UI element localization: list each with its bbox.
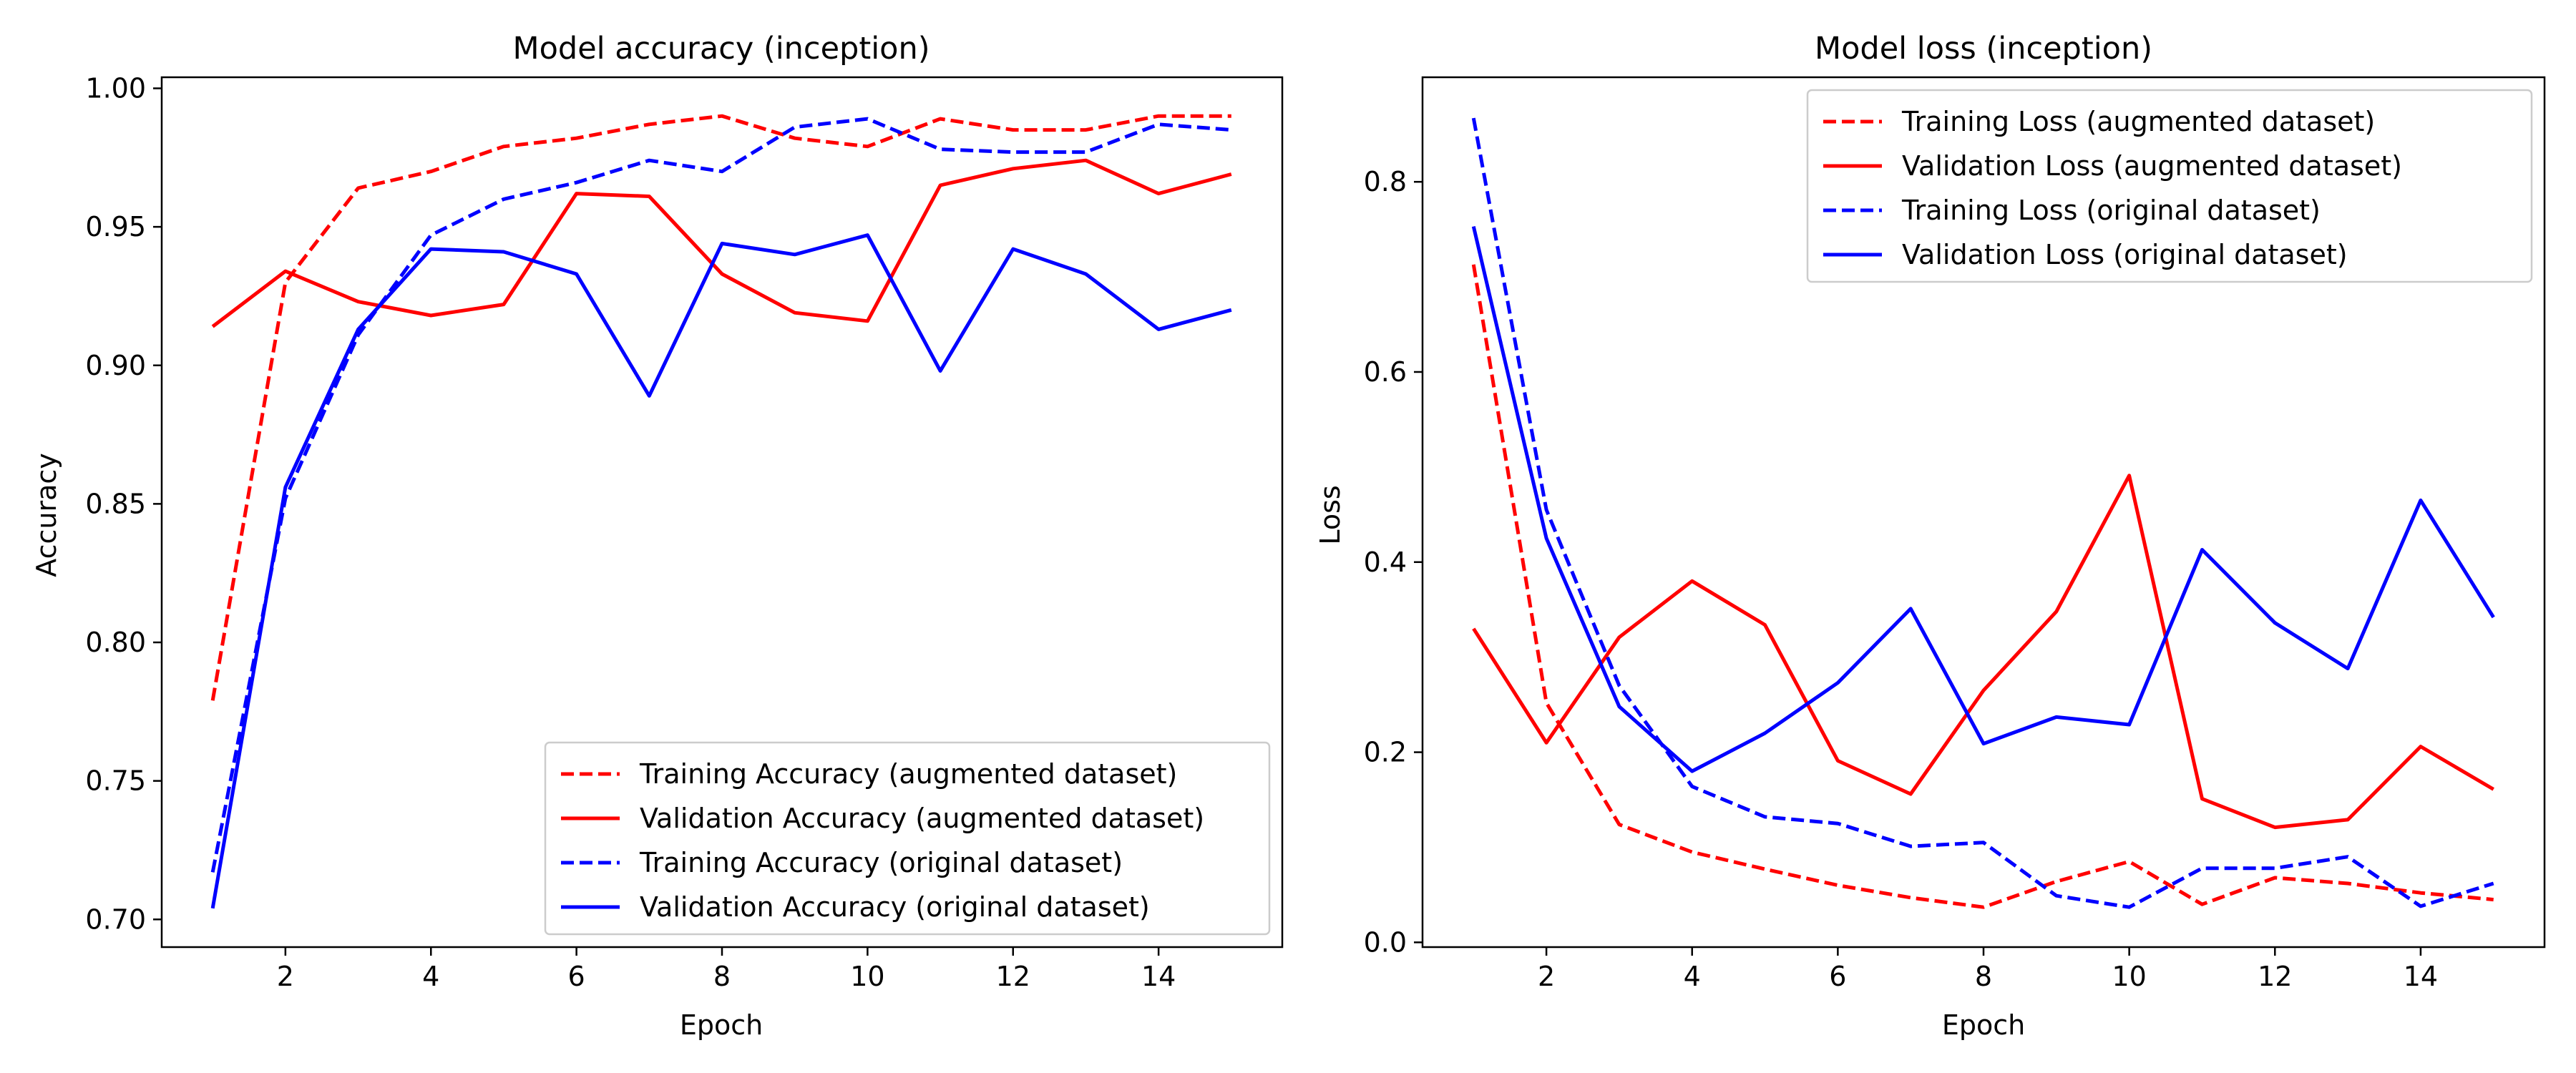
loss-series-group (1471, 117, 2495, 909)
accuracy-x-tick-label: 12 (996, 961, 1030, 992)
accuracy-series-line-3 (210, 233, 1232, 909)
accuracy-legend: Training Accuracy (augmented dataset) Val… (544, 741, 1271, 936)
loss-y-tick-label: 0.4 (1364, 547, 1407, 578)
loss-legend-label-2: Training Loss (original dataset) (1901, 195, 2321, 226)
loss-y-tick-label: 0.0 (1364, 926, 1407, 958)
loss-chart: Model loss (inception) Epoch Loss 2 4 6 8 10… (1314, 31, 2546, 1041)
accuracy-legend-box (544, 741, 1271, 936)
accuracy-legend-label-0: Training Accuracy (augmented dataset) (639, 758, 1177, 790)
accuracy-y-axis-label: Accuracy (31, 453, 62, 577)
accuracy-legend-label-2: Training Accuracy (original dataset) (639, 847, 1123, 878)
accuracy-x-tick-label: 14 (1141, 961, 1176, 992)
accuracy-plot-area: 2 4 6 8 10 12 14 0.70 0.75 0.80 0.85 0.90 0.95 1.00 Tr… (85, 72, 1284, 992)
loss-legend-label-1: Validation Loss (augmented dataset) (1902, 150, 2402, 182)
accuracy-series-group (210, 114, 1232, 909)
loss-series-line-3 (1471, 226, 2495, 773)
accuracy-y-tick-label: 0.90 (85, 350, 146, 381)
loss-y-axis-label: Loss (1314, 485, 1346, 544)
loss-x-tick-label: 4 (1684, 961, 1701, 992)
loss-series-line-2 (1471, 117, 2494, 909)
accuracy-y-tick-label: 1.00 (85, 72, 146, 104)
loss-legend: Training Loss (augmented dataset) Validat… (1806, 89, 2533, 283)
loss-x-tick-label: 8 (1975, 961, 1992, 992)
accuracy-x-tick-label: 8 (713, 961, 731, 992)
loss-y-tick-label: 0.8 (1364, 166, 1407, 197)
loss-legend-label-0: Training Loss (augmented dataset) (1901, 106, 2375, 137)
loss-plot-area: 2 4 6 8 10 12 14 0.0 0.2 0.4 0.6 0.8 Training Loss (… (1364, 76, 2546, 992)
accuracy-x-tick-label: 10 (850, 961, 884, 992)
loss-x-tick-label: 2 (1538, 961, 1555, 992)
accuracy-x-axis-label: Epoch (680, 1009, 763, 1041)
loss-x-tick-label: 6 (1829, 961, 1846, 992)
accuracy-y-tick-label: 0.80 (85, 627, 146, 658)
loss-x-tick-label: 12 (2258, 961, 2292, 992)
accuracy-series-line-1 (211, 158, 1232, 328)
loss-y-tick-label: 0.2 (1364, 737, 1407, 768)
loss-legend-box (1806, 89, 2533, 283)
loss-y-tick-label: 0.6 (1364, 356, 1407, 388)
loss-chart-title: Model loss (inception) (1815, 31, 2152, 67)
accuracy-x-tick-label: 2 (277, 961, 294, 992)
accuracy-chart: Model accuracy (inception) Epoch Accurac… (31, 31, 1284, 1041)
loss-series-line-1 (1472, 474, 2494, 830)
loss-x-axis-label: Epoch (1942, 1009, 2025, 1041)
accuracy-y-tick-label: 0.75 (85, 765, 146, 797)
accuracy-series-line-0 (210, 114, 1231, 701)
accuracy-chart-title: Model accuracy (inception) (513, 31, 930, 67)
accuracy-legend-label-3: Validation Accuracy (original dataset) (640, 891, 1150, 923)
accuracy-x-tick-label: 4 (422, 961, 439, 992)
accuracy-y-tick-label: 0.85 (85, 488, 146, 519)
accuracy-y-tick-label: 0.70 (85, 903, 146, 935)
accuracy-legend-label-1: Validation Accuracy (augmented dataset) (640, 803, 1204, 834)
loss-x-tick-label: 14 (2404, 961, 2438, 992)
loss-x-tick-label: 10 (2112, 961, 2146, 992)
accuracy-y-tick-label: 0.95 (85, 211, 146, 242)
loss-legend-label-3: Validation Loss (original dataset) (1902, 239, 2348, 270)
loss-series-line-0 (1471, 264, 2494, 909)
accuracy-x-tick-label: 6 (568, 961, 585, 992)
